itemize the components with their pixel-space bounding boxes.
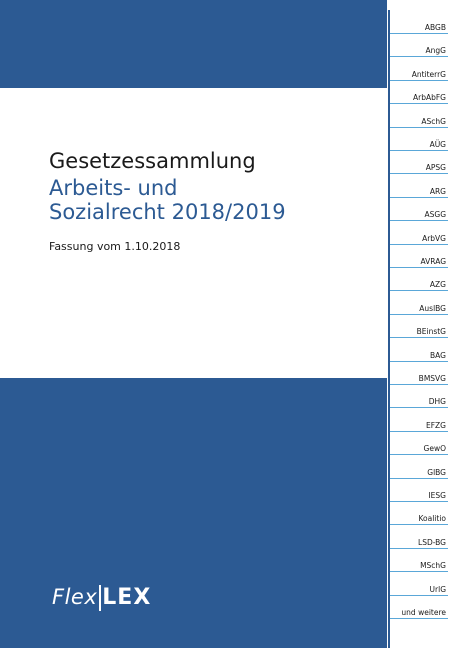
register-tab-label: IESG (428, 491, 446, 500)
register-tab-label: ArbAbFG (413, 93, 446, 103)
register-tab-label: GewO (423, 444, 446, 454)
register-tab-label: AÜG (429, 140, 446, 149)
register-tab[interactable]: BEinstG (390, 314, 448, 339)
register-tab-label: ASGG (424, 210, 446, 220)
register-tab[interactable]: und weitere (390, 595, 448, 619)
register-tab-label: ABGB (424, 23, 446, 32)
register-tab[interactable]: AVRAG (390, 244, 448, 268)
title-band (0, 88, 387, 378)
register-tab-label: BMSVG (418, 374, 446, 383)
register-tab[interactable]: BAG (390, 338, 448, 362)
register-tab[interactable]: GewO (390, 431, 448, 456)
register-tab-label: Koalitio (418, 514, 446, 524)
register-tab-label: GlBG (427, 467, 446, 477)
register-tab-label: BAG (430, 350, 446, 360)
register-tab-label: MSchG (420, 561, 446, 571)
subtitle-line-2: Sozialrecht 2018/2019 (49, 200, 286, 224)
flexlex-logo: Flex LEX (52, 585, 152, 611)
register-tab-label: DHG (428, 397, 446, 407)
register-tab[interactable]: UrlG (390, 572, 448, 596)
register-tab[interactable]: ArbVG (390, 221, 448, 245)
book-title: Gesetzessammlung (49, 149, 256, 173)
register-tab[interactable]: ASchG (390, 104, 448, 128)
register-tab[interactable]: APSG (390, 150, 448, 175)
register-tab[interactable]: ABGB (390, 10, 448, 34)
register-tab[interactable]: AngG (390, 33, 448, 58)
edition-date: Fassung vom 1.10.2018 (49, 240, 181, 253)
subtitle-line-1: Arbeits- und (49, 176, 178, 200)
register-tab[interactable]: AÜG (390, 127, 448, 151)
register-tab-label: APSG (425, 163, 446, 173)
register-tab[interactable]: AZG (390, 267, 448, 292)
register-tab-label: AngG (425, 46, 446, 56)
register-tab[interactable]: GlBG (390, 455, 448, 479)
register-tab[interactable]: MSchG (390, 548, 448, 573)
register-tab-label: AuslBG (419, 303, 446, 313)
register-tab-label: und weitere (401, 608, 446, 617)
register-tab[interactable]: IESG (390, 478, 448, 502)
book-subtitle: Arbeits- und Sozialrecht 2018/2019 (49, 176, 286, 224)
register-tab[interactable]: BMSVG (390, 361, 448, 385)
register-tabs: ABGB AngG AntiterrG ArbAbFG ASchG AÜG APSG ARG A… (388, 10, 454, 648)
register-tab-label: AVRAG (420, 257, 447, 266)
register-tab[interactable]: DHG (390, 384, 448, 409)
register-tab[interactable]: Koalitio (390, 501, 448, 526)
register-tab[interactable]: AuslBG (390, 291, 448, 315)
register-tab-label: BEinstG (416, 327, 446, 337)
register-tab-label: AZG (429, 280, 446, 290)
logo-flex-text: Flex (52, 585, 98, 609)
register-tab-label: ASchG (421, 116, 446, 126)
logo-lex-text: LEX (99, 585, 152, 611)
register-tab[interactable]: ArbAbFG (390, 80, 448, 105)
register-tab[interactable]: AntiterrG (390, 57, 448, 81)
register-tab-label: UrlG (429, 584, 446, 594)
register-tab-label: ArbVG (422, 233, 446, 243)
register-tab[interactable]: EFZG (390, 408, 448, 432)
register-tab-label: LSD-BG (418, 537, 446, 547)
register-tab[interactable]: ASGG (390, 197, 448, 222)
register-tab-label: AntiterrG (411, 69, 446, 79)
register-tab[interactable]: ARG (390, 174, 448, 198)
register-tab-label: EFZG (425, 420, 446, 430)
register-tab-label: ARG (429, 186, 446, 196)
register-tab[interactable]: LSD-BG (390, 525, 448, 549)
